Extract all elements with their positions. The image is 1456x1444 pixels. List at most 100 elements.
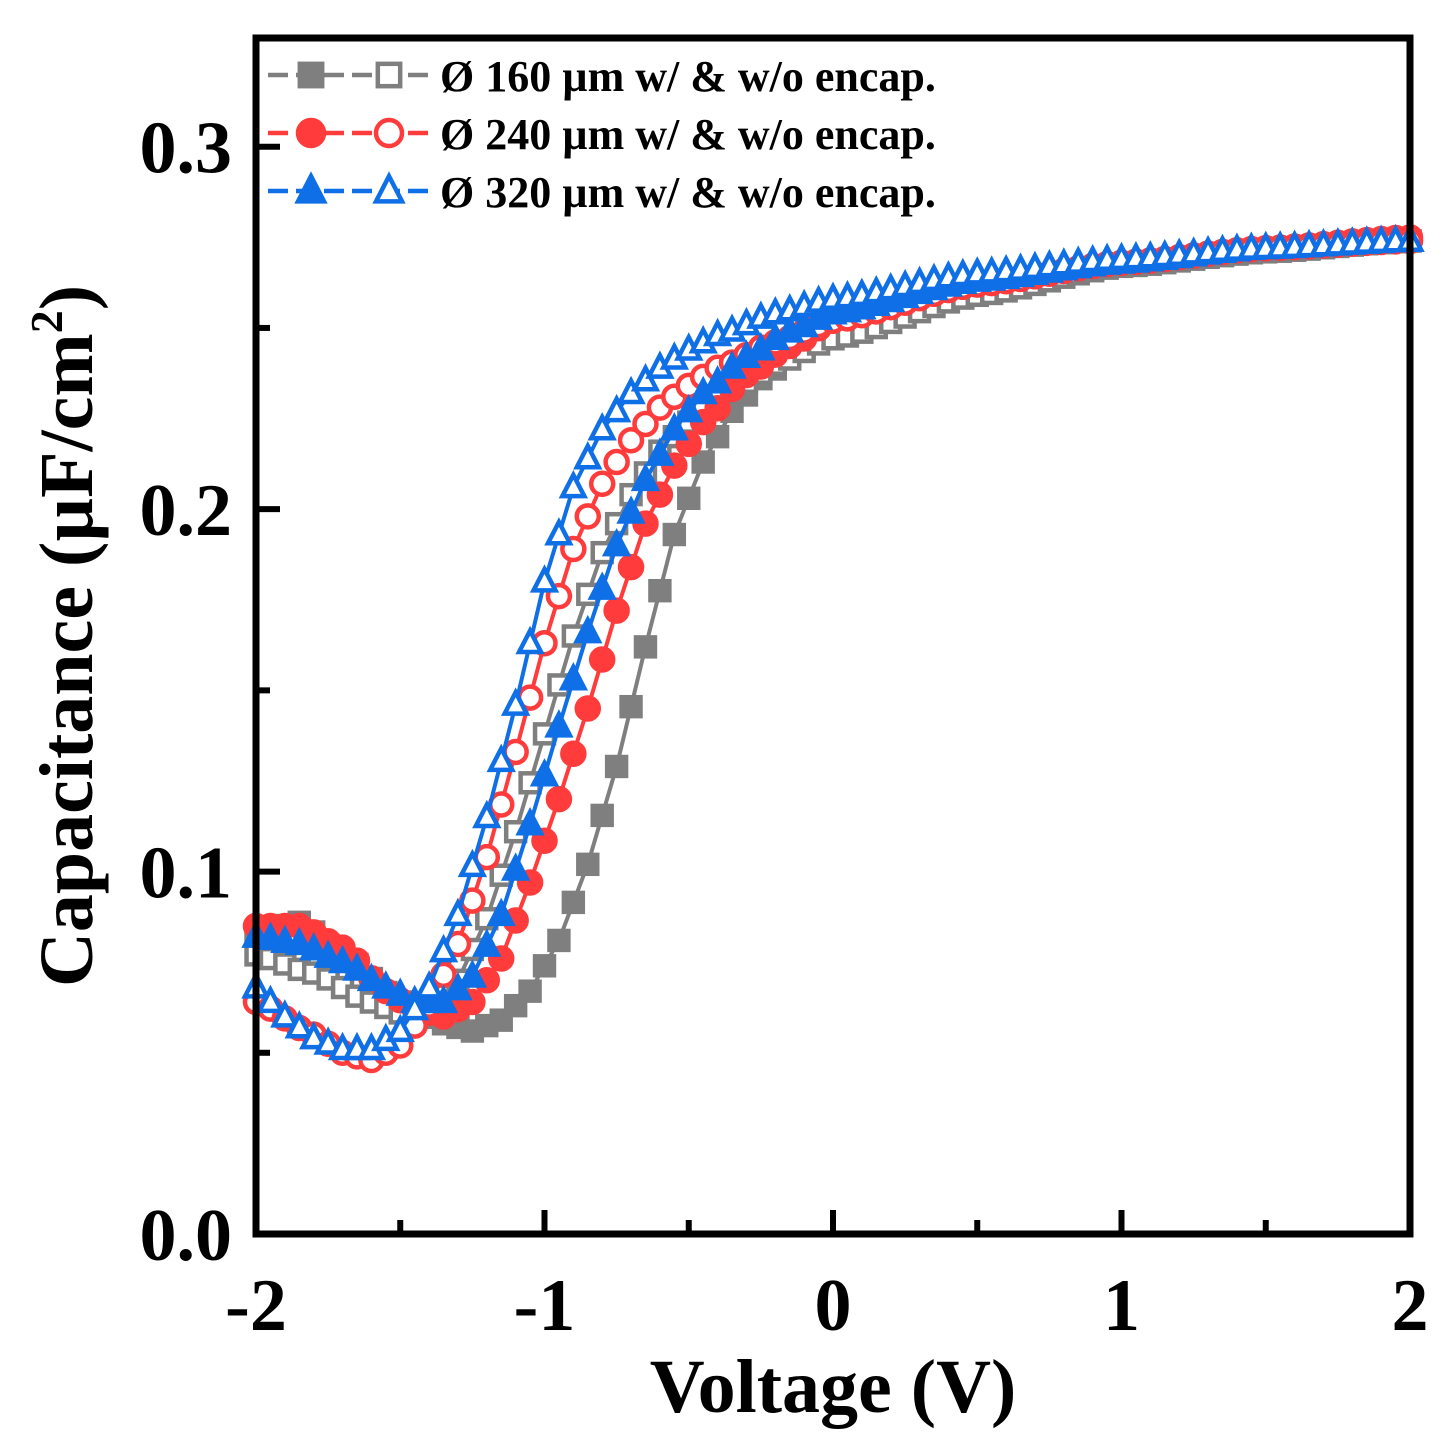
y-tick-label: 0.1 bbox=[140, 833, 233, 915]
data-point bbox=[633, 635, 658, 659]
x-tick-label: 0 bbox=[815, 1265, 852, 1347]
data-point bbox=[255, 984, 286, 1014]
data-point bbox=[385, 1013, 415, 1043]
data-point bbox=[558, 469, 589, 499]
data-point bbox=[299, 931, 329, 961]
y-tick-label: 0.3 bbox=[140, 108, 233, 190]
data-point bbox=[545, 785, 573, 813]
data-point bbox=[399, 991, 430, 1021]
data-point bbox=[518, 979, 542, 1003]
data-point bbox=[299, 1020, 329, 1050]
data-point bbox=[587, 411, 617, 441]
x-tick-label: 1 bbox=[1103, 1265, 1140, 1347]
data-point bbox=[588, 470, 616, 498]
data-point bbox=[574, 503, 602, 530]
data-point bbox=[472, 799, 502, 829]
data-point bbox=[590, 803, 614, 828]
series-line bbox=[255, 238, 1411, 1015]
data-point bbox=[662, 522, 687, 547]
data-point bbox=[603, 448, 630, 476]
data-point bbox=[547, 928, 571, 953]
legend-entry-2: Ø 240 µm w/ & w/o encap. bbox=[268, 110, 936, 159]
data-point bbox=[576, 852, 600, 877]
data-point bbox=[313, 939, 343, 968]
data-point bbox=[371, 970, 401, 999]
series-6 bbox=[241, 223, 1425, 1061]
data-point bbox=[617, 427, 645, 454]
series-line bbox=[255, 238, 1411, 1005]
data-point bbox=[616, 495, 646, 524]
data-point bbox=[515, 807, 545, 836]
tick-layer: -2 -1 0 1 2 0.0 0.1 0.2 0.3 bbox=[140, 108, 1429, 1347]
series-2 bbox=[244, 229, 1422, 1025]
data-point bbox=[500, 852, 531, 881]
data-point bbox=[632, 410, 659, 438]
legend-label: Ø 320 µm w/ & w/o encap. bbox=[440, 168, 936, 217]
data-point bbox=[486, 897, 516, 927]
data-point bbox=[588, 646, 616, 673]
data-point bbox=[617, 553, 645, 581]
data-point bbox=[561, 890, 586, 915]
data-point bbox=[601, 527, 632, 557]
data-point bbox=[284, 926, 314, 956]
data-point bbox=[705, 424, 730, 449]
data-point bbox=[702, 364, 733, 394]
data-point bbox=[544, 517, 574, 546]
data-point bbox=[356, 962, 387, 992]
y-axis-title-main: Capacitance (µF/cm bbox=[25, 333, 109, 987]
data-point bbox=[558, 662, 589, 691]
series-line bbox=[254, 238, 1411, 1052]
data-point bbox=[573, 440, 603, 470]
x-tick-label: 2 bbox=[1392, 1265, 1429, 1347]
legend: Ø 160 µm w/ & w/o encap. Ø 240 µm w/ & w/… bbox=[268, 52, 936, 217]
data-point bbox=[573, 614, 603, 644]
data-point bbox=[659, 411, 690, 441]
data-point bbox=[472, 928, 502, 957]
data-point bbox=[619, 694, 643, 719]
data-point bbox=[529, 564, 560, 593]
data-point bbox=[515, 625, 545, 655]
data-point bbox=[414, 970, 444, 999]
data-point bbox=[443, 897, 473, 927]
series-line bbox=[255, 238, 1411, 1063]
legend-marker-filled bbox=[294, 171, 328, 204]
series-1 bbox=[244, 229, 1422, 1043]
x-axis-title: Voltage (V) bbox=[650, 1345, 1017, 1429]
series-line bbox=[255, 238, 1411, 1034]
legend-label: Ø 240 µm w/ & w/o encap. bbox=[440, 110, 936, 159]
data-point bbox=[645, 437, 675, 466]
data-point bbox=[674, 393, 704, 423]
data-point bbox=[342, 952, 372, 981]
series-4 bbox=[242, 227, 1424, 1074]
series-layer bbox=[241, 223, 1425, 1074]
data-point bbox=[532, 954, 557, 978]
data-point bbox=[677, 486, 701, 510]
data-point bbox=[500, 687, 531, 716]
y-axis-title: Capacitance (µF/cm2) bbox=[21, 285, 109, 987]
data-point bbox=[284, 1009, 314, 1039]
x-tick-label: -2 bbox=[225, 1265, 287, 1347]
legend-entry-1: Ø 160 µm w/ & w/o encap. bbox=[268, 52, 936, 101]
data-point bbox=[486, 743, 516, 773]
data-point bbox=[529, 758, 560, 787]
x-tick-label: -1 bbox=[514, 1265, 576, 1347]
y-axis-title-superscript: 2 bbox=[21, 310, 72, 333]
data-point bbox=[457, 848, 488, 878]
data-point bbox=[428, 933, 459, 963]
data-point bbox=[574, 695, 602, 722]
plot-frame bbox=[252, 34, 1414, 1238]
data-point bbox=[630, 462, 661, 492]
data-point bbox=[385, 977, 415, 1006]
data-point bbox=[691, 450, 715, 474]
y-tick-label: 0.0 bbox=[140, 1195, 233, 1277]
series-line bbox=[256, 235, 1411, 1019]
data-point bbox=[457, 959, 488, 988]
data-point bbox=[544, 709, 574, 738]
legend-marker-filled bbox=[297, 61, 325, 89]
legend-marker-open bbox=[372, 171, 406, 204]
data-point bbox=[587, 571, 617, 600]
data-point bbox=[648, 578, 672, 603]
data-point bbox=[601, 393, 632, 423]
legend-marker-filled bbox=[295, 117, 327, 149]
